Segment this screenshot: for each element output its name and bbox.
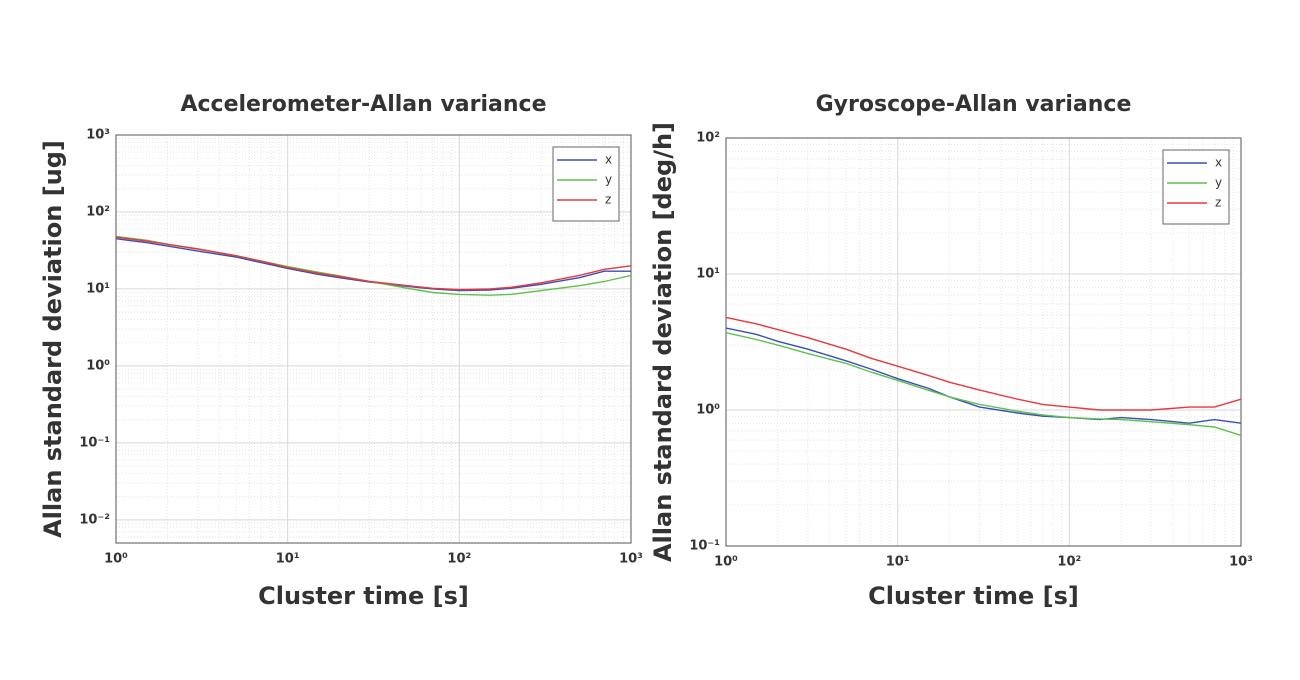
x-tick-label: 10⁰ [714,555,738,570]
legend-label: x [605,153,612,167]
x-tick-label: 10³ [619,552,643,567]
legend-label: x [1215,156,1222,170]
plot-frame [115,134,632,544]
x-tick-label: 10¹ [276,552,300,567]
y-tick-label: 10³ [86,128,110,143]
y-tick-label: 10² [696,131,720,146]
legend-label: z [1215,196,1221,210]
legend-label: z [605,193,611,207]
y-axis-label: Allan standard deviation [ug] [39,140,67,538]
legend-label: y [1215,176,1222,190]
series-line [725,327,1242,424]
y-axis-label: Allan standard deviation [deg/h] [649,122,677,562]
series-line [725,316,1242,411]
x-tick-label: 10³ [1229,555,1253,570]
x-tick-label: 10² [1057,555,1081,570]
chart-title: Accelerometer-Allan variance [180,92,546,117]
y-tick-label: 10⁻¹ [79,435,110,450]
x-axis-label: Cluster time [s] [868,582,1079,610]
y-tick-label: 10² [86,204,110,219]
plot-area [726,138,1241,546]
y-tick-label: 10⁻² [79,512,110,527]
legend-label: y [605,173,612,187]
x-tick-label: 10¹ [886,555,910,570]
y-tick-label: 10¹ [86,281,110,296]
series-line [725,332,1242,437]
plot-frame [725,137,1242,547]
series-line [115,236,632,291]
y-tick-label: 10⁰ [696,403,720,418]
chart-title: Gyroscope-Allan variance [816,92,1132,117]
plot-area [116,135,631,543]
y-tick-label: 10⁻¹ [689,539,720,554]
x-tick-label: 10² [447,552,471,567]
x-tick-label: 10⁰ [104,552,128,567]
y-tick-label: 10⁰ [86,358,110,373]
y-tick-label: 10¹ [696,267,720,282]
x-axis-label: Cluster time [s] [258,582,469,610]
